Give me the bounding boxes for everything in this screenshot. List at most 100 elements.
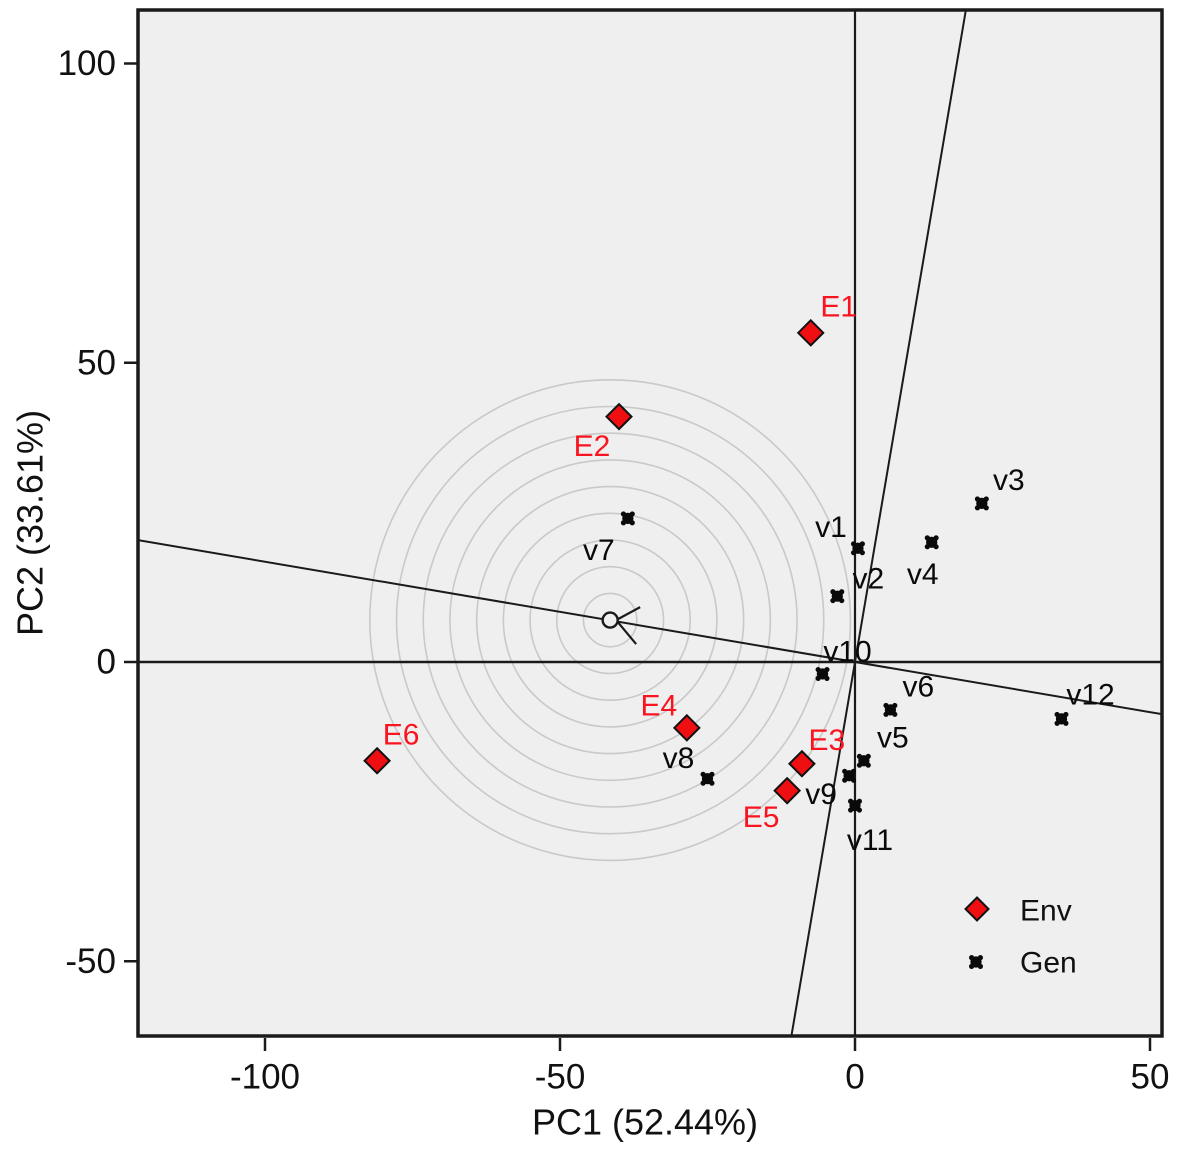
- legend-gen-label: Gen: [1020, 947, 1077, 980]
- dot-bump: [974, 496, 981, 502]
- gen-point-marker: [924, 535, 939, 550]
- dot-bump: [924, 544, 930, 550]
- gen-point-label: v8: [663, 742, 695, 775]
- dot-bump: [892, 702, 898, 709]
- aec-axis-line: [790, 10, 967, 1036]
- dot-bump: [815, 666, 821, 673]
- dot-bump: [629, 520, 635, 526]
- gen-point-label: v5: [877, 721, 909, 754]
- plot-frame: [136, 8, 1164, 1038]
- env-point-label: E4: [640, 689, 677, 722]
- gen-point-marker: [830, 589, 845, 604]
- env-point-label: E2: [574, 430, 611, 463]
- x-axis-tick-label: 50: [1131, 1058, 1170, 1097]
- dot-bump: [850, 768, 857, 774]
- dot-bump: [620, 520, 627, 526]
- x-axis-tick-label: -50: [535, 1058, 586, 1097]
- concentric-ring: [422, 432, 798, 808]
- dot-bump: [824, 666, 830, 673]
- dot-bump: [1063, 720, 1069, 726]
- gen-point-label: v10: [823, 635, 871, 668]
- concentric-ring: [449, 459, 772, 782]
- dot-bump: [1054, 711, 1060, 718]
- dot-bump: [629, 511, 635, 517]
- dot-bump: [977, 963, 984, 970]
- dot-bump: [933, 535, 939, 541]
- dot-bump: [830, 589, 836, 595]
- env-point-label: E1: [820, 290, 857, 323]
- env-point-marker: [605, 402, 633, 431]
- concentric-ring: [369, 379, 852, 862]
- dot-bump: [700, 780, 706, 786]
- dot-bump: [848, 807, 854, 813]
- dot-bump: [839, 597, 845, 604]
- env-point-marker: [672, 713, 701, 742]
- dot-bump: [983, 496, 989, 502]
- aea-axis-line: [138, 539, 1162, 716]
- y-axis-tick-label: -50: [65, 942, 116, 981]
- dot-bump: [856, 762, 863, 768]
- env-point-label: E5: [743, 801, 780, 834]
- gen-point-label: v1: [815, 511, 847, 544]
- dot-bump: [856, 753, 863, 759]
- gen-point-label: v6: [903, 670, 935, 703]
- x-axis-tick-label: -100: [230, 1058, 300, 1097]
- dot-bump: [850, 777, 857, 783]
- gen-point-label: v9: [805, 778, 837, 811]
- gen-point-marker: [842, 768, 857, 783]
- concentric-ring: [529, 539, 692, 702]
- gen-point-label: v2: [852, 563, 884, 596]
- dot-bump: [830, 597, 836, 604]
- dot-bump: [1054, 720, 1060, 726]
- dot-bump: [983, 505, 989, 511]
- dot-bump: [933, 544, 939, 550]
- gen-point-marker: [620, 511, 635, 526]
- gen-point-marker: [1054, 711, 1069, 726]
- dot-bump: [850, 550, 857, 556]
- gen-point-label: v7: [583, 534, 615, 567]
- gen-point-label: v12: [1066, 678, 1114, 711]
- x-axis-title: PC1 (52.44%): [532, 1102, 758, 1143]
- plot-content: [138, 10, 1162, 1036]
- gen-point-marker: [850, 541, 865, 556]
- dot-bump: [709, 771, 715, 777]
- dot-bump: [620, 511, 627, 517]
- env-point-marker: [363, 746, 392, 775]
- legend: Env Gen: [964, 895, 1077, 980]
- concentric-ring: [395, 405, 825, 835]
- dot-bump: [856, 807, 863, 813]
- dot-bump: [883, 711, 889, 717]
- dot-bump: [859, 550, 865, 556]
- dot-bump: [848, 798, 854, 804]
- dot-bump: [883, 702, 889, 709]
- dot-bump: [865, 762, 871, 768]
- gen-point-marker: [883, 702, 898, 717]
- env-point-label: E3: [809, 724, 846, 757]
- legend-env-label: Env: [1020, 895, 1072, 928]
- gen-point-label: v3: [993, 464, 1025, 497]
- dot-bump: [839, 589, 845, 595]
- dot-bump: [974, 505, 981, 511]
- gen-point-marker: [815, 666, 830, 681]
- dot-bump: [892, 711, 898, 717]
- legend-gen-marker: [969, 955, 984, 970]
- x-axis-tick-label: 0: [845, 1058, 864, 1097]
- plot-area: [138, 10, 1162, 1036]
- y-axis-tick-label: 100: [58, 44, 116, 83]
- concentric-ring: [555, 565, 665, 675]
- dot-bump: [924, 535, 930, 541]
- gen-point-marker: [856, 753, 871, 768]
- biplot-origin-circle: [601, 611, 619, 629]
- concentric-ring: [502, 512, 718, 728]
- dot-bump: [856, 798, 863, 804]
- dot-bump: [1063, 711, 1069, 718]
- y-axis-title: PC2 (33.61%): [10, 410, 51, 636]
- gen-point-marker: [848, 798, 863, 813]
- dot-bump: [969, 963, 975, 970]
- dot-bump: [700, 771, 706, 777]
- env-point-marker: [796, 318, 825, 347]
- dot-bump: [850, 541, 857, 547]
- concentric-ring: [475, 485, 745, 755]
- dot-bump: [842, 777, 848, 783]
